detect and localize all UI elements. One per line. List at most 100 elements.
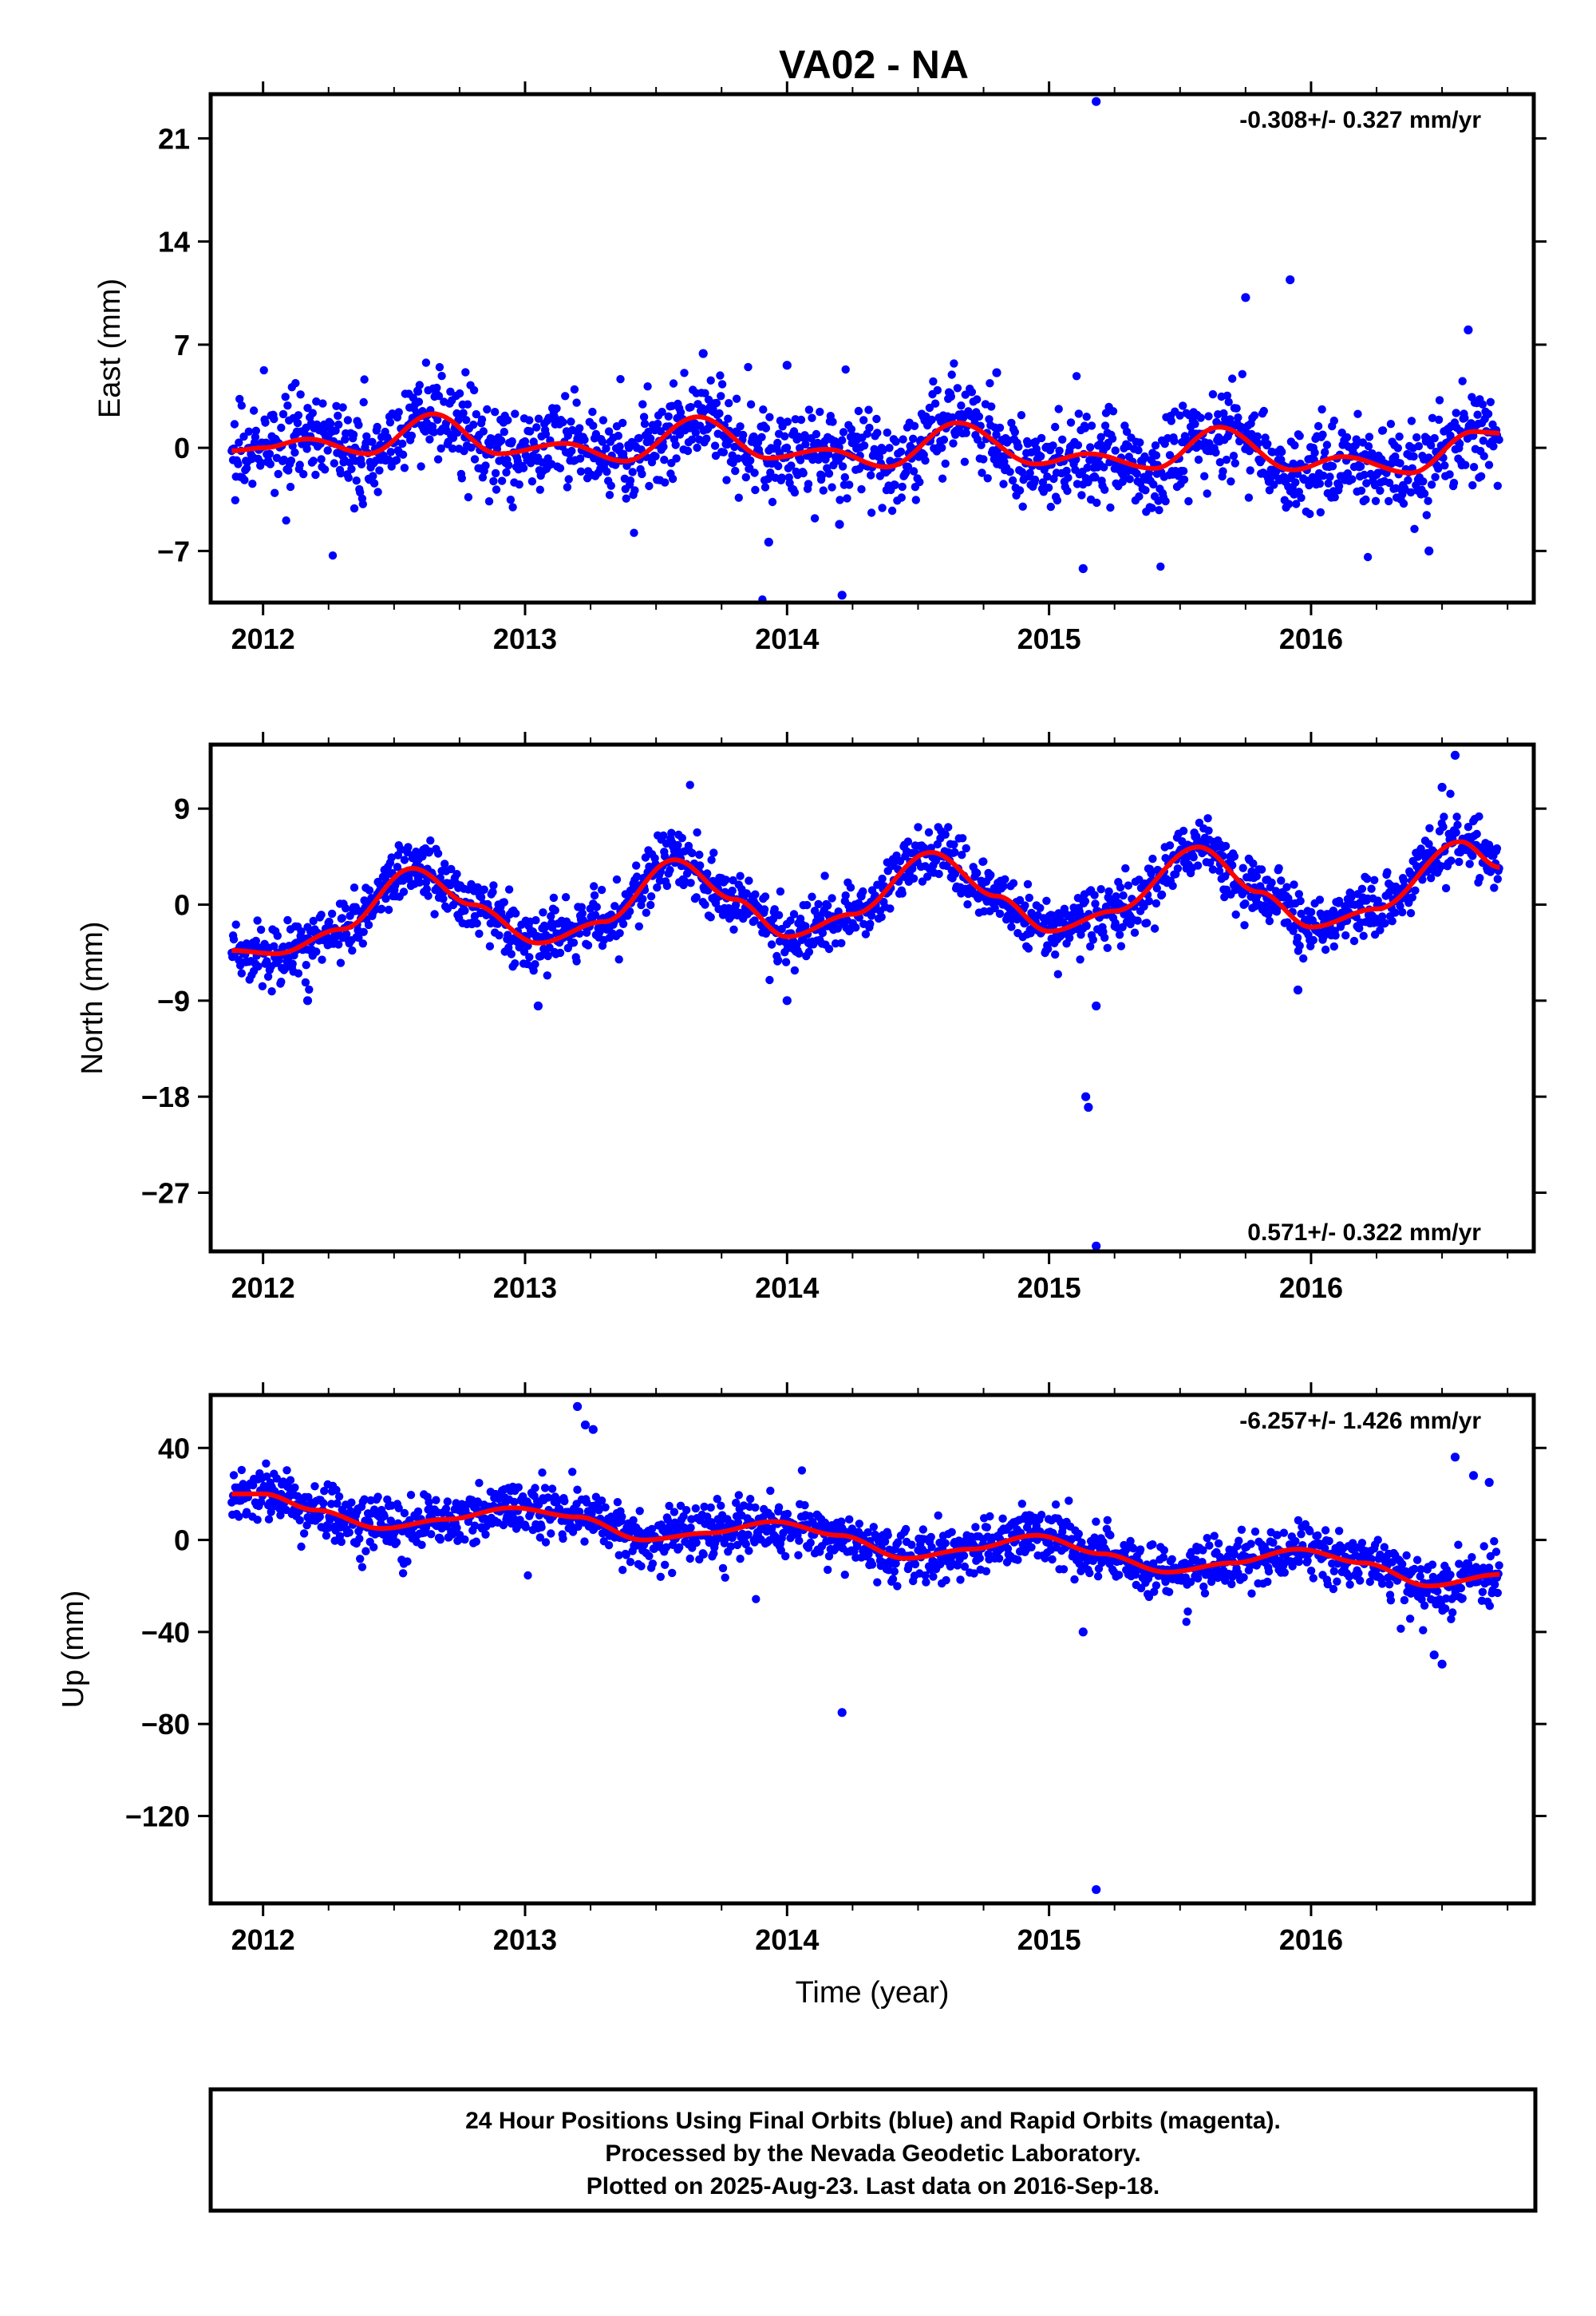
up-data-point [295, 1516, 304, 1525]
east-data-point [658, 407, 666, 417]
east-data-point [1140, 452, 1149, 461]
east-data-point [570, 385, 579, 394]
north-data-point [277, 978, 286, 986]
north-data-point [1104, 887, 1113, 896]
east-data-point [605, 491, 614, 500]
east-data-point [555, 464, 565, 472]
east-data-point [701, 389, 709, 397]
up-data-point [1093, 1572, 1103, 1581]
east-data-point [757, 433, 766, 441]
north-data-point [760, 905, 769, 914]
east-data-point [953, 384, 962, 393]
north-data-point [572, 957, 581, 966]
east-data-point [472, 409, 480, 419]
east-data-point [977, 441, 986, 449]
north-data-point [685, 781, 694, 789]
north-data-point [944, 823, 953, 832]
east-data-point [1161, 496, 1170, 506]
east-data-point [334, 411, 342, 421]
north-data-point [381, 894, 390, 903]
east-data-points [227, 97, 1503, 604]
north-data-point [1204, 826, 1213, 836]
north-data-point [973, 868, 982, 878]
east-data-point [284, 466, 293, 475]
east-outlier-point [782, 361, 792, 370]
north-data-point [1121, 864, 1130, 873]
east-data-point [887, 506, 897, 516]
north-data-point [1349, 936, 1359, 946]
north-data-point [1381, 919, 1389, 927]
east-data-point [691, 429, 700, 437]
east-data-point [1005, 468, 1014, 476]
north-data-point [1024, 944, 1033, 953]
north-data-point [309, 916, 318, 926]
east-data-point [817, 471, 827, 480]
east-data-point [814, 455, 823, 464]
east-data-point [1285, 500, 1294, 508]
east-data-point [896, 447, 906, 456]
up-data-point [1237, 1525, 1246, 1535]
north-y-tick-label: −27 [141, 1176, 190, 1209]
east-data-point [746, 456, 755, 465]
east-data-point [872, 414, 881, 424]
east-data-point [979, 455, 988, 464]
north-data-point [1370, 875, 1379, 885]
north-data-point [270, 942, 279, 951]
east-y-tick-label: −7 [157, 535, 190, 567]
up-data-point [934, 1511, 942, 1520]
up-data-point [322, 1531, 331, 1540]
north-data-point [824, 901, 832, 910]
up-data-point [1356, 1576, 1365, 1585]
north-data-point [433, 849, 443, 858]
east-x-tick-label: 2015 [1017, 622, 1081, 655]
east-data-point [1321, 448, 1329, 456]
north-data-point [590, 891, 599, 900]
north-data-point [866, 919, 875, 928]
north-data-point [729, 875, 737, 885]
east-data-point [1473, 410, 1482, 419]
north-data-point [615, 929, 624, 938]
north-data-point [1103, 943, 1112, 953]
east-data-point [282, 516, 290, 525]
east-data-point [1096, 433, 1105, 441]
east-outlier-point [1286, 275, 1295, 285]
east-data-point [448, 444, 457, 453]
up-data-point [800, 1500, 809, 1510]
east-data-point [1483, 409, 1493, 418]
north-data-point [460, 906, 469, 915]
east-data-point [645, 481, 654, 491]
east-data-point [1365, 433, 1374, 441]
east-data-point [715, 409, 724, 418]
east-data-point [1043, 472, 1052, 481]
east-data-point [1232, 404, 1241, 413]
up-data-point [286, 1476, 295, 1484]
east-data-point [1191, 420, 1199, 429]
east-data-point [312, 397, 321, 406]
north-data-point [1221, 841, 1231, 851]
north-data-point [1165, 841, 1175, 850]
east-data-point [1170, 437, 1179, 445]
north-outlier-point [533, 1001, 543, 1011]
north-data-point [1042, 896, 1051, 906]
up-data-point [514, 1483, 523, 1492]
up-data-point [1329, 1567, 1339, 1576]
north-data-point [539, 908, 547, 917]
north-data-point [480, 885, 488, 894]
east-data-point [1066, 418, 1076, 427]
east-data-point [1479, 452, 1488, 460]
east-data-point [477, 415, 487, 424]
east-data-point [1420, 489, 1429, 498]
up-data-point [361, 1547, 370, 1555]
east-data-point [750, 468, 759, 477]
east-data-point [1222, 455, 1231, 464]
north-data-point [426, 836, 435, 845]
up-data-point [1159, 1546, 1169, 1555]
east-data-point [1290, 441, 1299, 450]
up-data-point [253, 1516, 262, 1524]
east-data-point [716, 371, 725, 380]
north-data-point [1492, 844, 1502, 853]
east-data-point [1196, 413, 1205, 422]
east-data-point [873, 429, 882, 437]
up-data-point [568, 1468, 577, 1476]
up-data-point [766, 1486, 775, 1496]
